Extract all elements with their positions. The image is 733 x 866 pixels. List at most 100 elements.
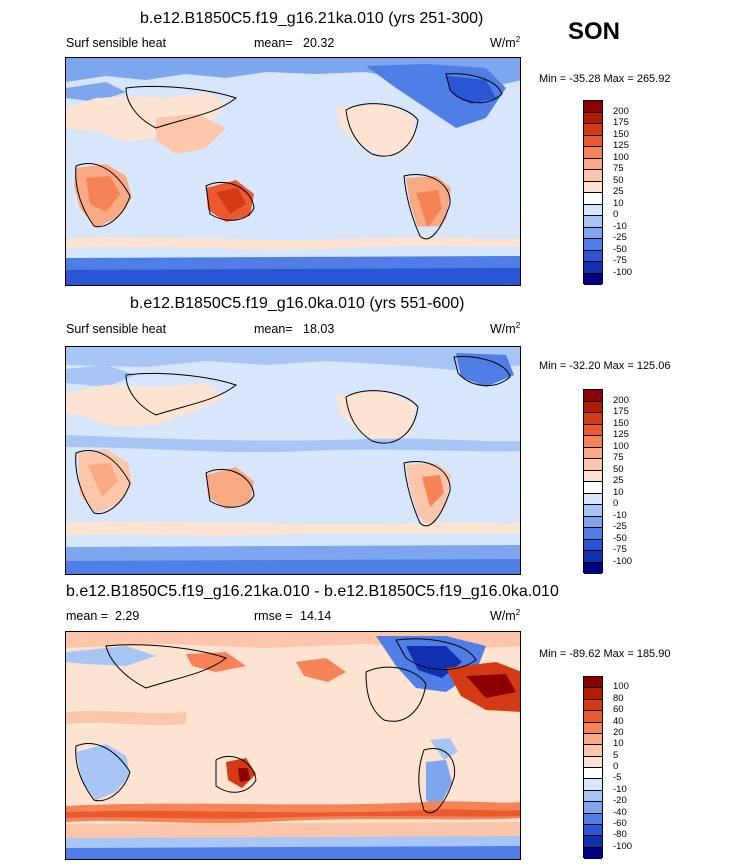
panel2-variable-label: Surf sensible heat [66, 322, 167, 336]
colorbar-level-label: 25 [613, 186, 624, 197]
panel1-colorbar-swatch [584, 170, 602, 182]
panel3-mean-value: 2.29 [115, 609, 140, 623]
panel1-colorbar-swatch [584, 181, 602, 193]
panel1-map-field [66, 58, 520, 285]
colorbar-level-label: 200 [613, 394, 629, 406]
panel1-colorbar-swatch [584, 101, 602, 113]
panel3-units: W/m2 [490, 607, 521, 623]
colorbar-level-label: 10 [613, 738, 624, 750]
panel3-colorbar-swatch [584, 790, 602, 803]
panel1-variable-label: Surf sensible heat [66, 36, 167, 50]
panel1-colorbar-swatch [584, 262, 602, 274]
colorbar-level-label: -50 [613, 243, 627, 255]
colorbar-level-label: -10 [613, 220, 627, 232]
panel3-rmse-value: 14.14 [300, 609, 332, 623]
panel2-colorbar-swatch [584, 470, 602, 482]
panel2-colorbar-swatch [584, 493, 602, 505]
panel2-colorbar-swatch [584, 562, 602, 574]
colorbar-level-label: -25 [613, 521, 627, 532]
panel3-colorbar-swatch [584, 733, 602, 746]
colorbar-level-label: -10 [613, 783, 627, 795]
panel2-colorbar-swatch [584, 539, 602, 551]
panel2-colorbar-swatch [584, 413, 602, 425]
colorbar-level-label: 25 [613, 475, 624, 486]
colorbar-level-label: 5 [613, 749, 619, 761]
panel3-colorbar-swatch [584, 847, 602, 859]
panel3-colorbar-swatch [584, 768, 602, 780]
colorbar-level-label: -75 [613, 255, 627, 266]
colorbar-level-label: -75 [613, 544, 627, 555]
panel3-colorbar [583, 676, 603, 859]
panel2-colorbar-swatch [584, 390, 602, 402]
panel3-colorbar-swatch [584, 813, 602, 825]
colorbar-level-label: 50 [613, 174, 624, 186]
panel3-map-field [66, 632, 520, 859]
colorbar-level-label: -20 [613, 795, 627, 807]
panel3-colorbar-swatch [584, 688, 602, 700]
colorbar-level-label: -5 [613, 772, 622, 784]
colorbar-level-label: 150 [613, 128, 629, 140]
panel2-colorbar-swatch [584, 459, 602, 471]
panel2-colorbar-swatch [584, 401, 602, 413]
colorbar-level-label: -25 [613, 232, 627, 243]
season-label: SON [568, 18, 621, 45]
panel2-units: W/m2 [490, 320, 521, 336]
colorbar-level-label: 10 [613, 486, 624, 498]
colorbar-level-label: 80 [613, 692, 624, 704]
panel3-colorbar-swatch [584, 836, 602, 848]
panel1-colorbar-swatch [584, 135, 602, 147]
colorbar-level-label: -40 [613, 806, 627, 818]
colorbar-level-label: 125 [613, 140, 629, 151]
panel1-mean-label: mean= [254, 36, 293, 50]
panel3-title: b.e12.B1850C5.f19_g16.21ka.010 - b.e12.B… [66, 583, 559, 600]
panel3-colorbar-swatch [584, 711, 602, 723]
colorbar-level-label: 125 [613, 429, 629, 440]
panel3-colorbar-swatch [584, 779, 602, 791]
colorbar-level-label: 100 [613, 681, 629, 693]
panel2-mean-value: 18.03 [303, 322, 335, 336]
panel2-colorbar-swatch [584, 424, 602, 436]
panel1-title: b.e12.B1850C5.f19_g16.21ka.010 (yrs 251-… [140, 10, 484, 27]
panel1-units: W/m2 [490, 34, 521, 50]
colorbar-level-label: 175 [613, 406, 629, 417]
colorbar-level-label: 60 [613, 704, 624, 716]
colorbar-level-label: -10 [613, 509, 627, 521]
panel1-colorbar-swatch [584, 124, 602, 136]
panel2-colorbar-swatch [584, 516, 602, 528]
panel3-colorbar-swatch [584, 699, 602, 712]
colorbar-level-label: 100 [613, 440, 629, 452]
colorbar-level-label: 10 [613, 197, 624, 209]
panel3-colorbar-swatch [584, 756, 602, 768]
panel3-colorbar-swatch [584, 802, 602, 814]
colorbar-level-label: -100 [613, 555, 633, 567]
panel2-minmax: Min = -32.20 Max = 125.06 [539, 360, 671, 372]
panel1-colorbar-swatch [584, 204, 602, 216]
colorbar-level-label: 40 [613, 715, 624, 727]
panel2-mean-label: mean= [254, 322, 293, 336]
colorbar-level-label: -100 [613, 266, 633, 278]
panel1-colorbar-swatch [584, 250, 602, 262]
panel3-colorbar-swatch [584, 824, 602, 837]
colorbar-level-label: 100 [613, 151, 629, 163]
panel3-colorbar-swatch [584, 722, 602, 734]
colorbar-level-label: 75 [613, 163, 624, 174]
panel1-mean-value: 20.32 [303, 36, 335, 50]
panel1-colorbar-swatch [584, 239, 602, 251]
panel3-colorbar-swatch [584, 677, 602, 689]
panel2-map-field [66, 347, 520, 574]
panel3-colorbar-swatch [584, 745, 602, 757]
panel2-colorbar-swatch [584, 447, 602, 459]
panel1-colorbar-swatch [584, 147, 602, 159]
panel1-colorbar [583, 100, 603, 285]
panel3-map [65, 631, 521, 860]
colorbar-level-label: -50 [613, 532, 627, 544]
colorbar-level-label: 20 [613, 726, 624, 738]
panel2-map [65, 346, 521, 575]
colorbar-level-label: 50 [613, 463, 624, 475]
colorbar-level-label: -60 [613, 817, 627, 829]
panel2-colorbar-swatch [584, 528, 602, 540]
panel1-colorbar-swatch [584, 158, 602, 170]
colorbar-level-label: -80 [613, 829, 627, 841]
colorbar-level-label: 200 [613, 105, 629, 117]
colorbar-level-label: 0 [613, 498, 619, 509]
